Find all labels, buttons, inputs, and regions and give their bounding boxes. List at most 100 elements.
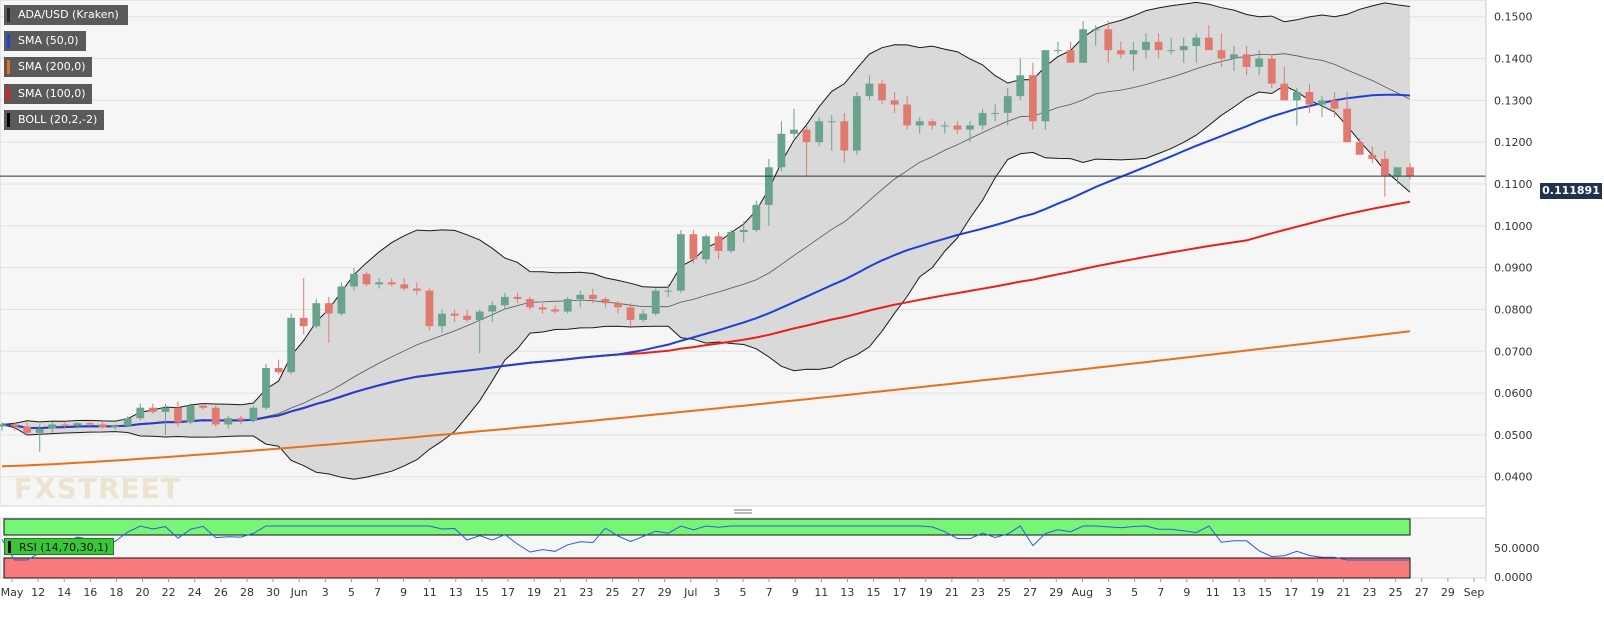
candle-body <box>1091 29 1100 31</box>
rsi-tick-label: 0.0000 <box>1494 571 1533 584</box>
candle-body <box>400 284 409 289</box>
candle-body <box>526 299 534 308</box>
rsi-oversold-zone <box>3 557 1411 579</box>
candle-body <box>1079 29 1088 63</box>
candle-body <box>551 309 560 312</box>
candle-body <box>387 282 396 285</box>
candle-body <box>1041 50 1050 122</box>
legend-sma50[interactable]: SMA (50,0) <box>4 31 86 51</box>
y-tick-label: 0.1400 <box>1494 53 1533 66</box>
x-tick-label: 19 <box>1310 586 1324 599</box>
x-tick-label: 15 <box>1258 586 1272 599</box>
x-tick-label: 5 <box>1131 586 1138 599</box>
candle-body <box>23 426 32 433</box>
legend-sma100-label: SMA (100,0) <box>18 87 86 100</box>
candle-body <box>865 83 874 97</box>
candle-body <box>35 428 44 433</box>
x-tick-label: 21 <box>945 586 959 599</box>
candle-body <box>1066 50 1075 63</box>
x-tick-label: 3 <box>713 586 720 599</box>
x-tick-label: 21 <box>1336 586 1350 599</box>
candle-body <box>966 125 974 130</box>
candle-body <box>840 121 849 151</box>
legend-boll[interactable]: BOLL (20,2,-2) <box>4 110 104 130</box>
legend-boll-label: BOLL (20,2,-2) <box>18 113 98 126</box>
y-tick-label: 0.1100 <box>1494 178 1533 191</box>
candle-body <box>111 425 120 428</box>
x-tick-label: 3 <box>322 586 329 599</box>
x-tick-label: 29 <box>658 586 672 599</box>
candle-body <box>1242 54 1251 67</box>
candle-body <box>1292 92 1301 101</box>
x-tick-label: 9 <box>1183 586 1190 599</box>
candle-body <box>1167 50 1176 52</box>
x-tick-label: 28 <box>240 586 254 599</box>
x-tick-label: 16 <box>83 586 97 599</box>
candle-body <box>651 290 660 314</box>
y-tick-label: 0.0700 <box>1494 345 1533 358</box>
x-tick-label: 5 <box>740 586 747 599</box>
y-tick-label: 0.0600 <box>1494 387 1533 400</box>
candle-body <box>890 100 899 105</box>
candle-body <box>991 112 1000 114</box>
x-tick-label: 24 <box>188 586 202 599</box>
rsi-tick-label: 50.0000 <box>1494 542 1540 555</box>
candle-body <box>739 230 748 233</box>
rsi-line <box>1 525 1410 561</box>
x-tick-label: 19 <box>919 586 933 599</box>
candle-body <box>588 294 597 299</box>
candle-body <box>274 368 283 373</box>
candle-body <box>538 307 547 310</box>
x-tick-label: 14 <box>57 586 71 599</box>
candle-body <box>375 282 384 285</box>
candle-body <box>148 407 157 412</box>
candle-body <box>689 234 698 260</box>
legend-title-label: ADA/USD (Kraken) <box>18 8 119 21</box>
candle-body <box>337 286 346 314</box>
candle-body <box>186 405 195 423</box>
x-tick-label: 13 <box>449 586 463 599</box>
rsi-legend[interactable]: RSI (14,70,30,1) <box>4 538 114 555</box>
candle-body <box>852 96 861 151</box>
sma200-line <box>1 330 1411 468</box>
candle-body <box>1116 50 1125 55</box>
legend-swatch-icon <box>7 113 10 127</box>
legend-swatch-icon <box>7 87 10 101</box>
candle-body <box>1154 41 1163 51</box>
x-tick-label: 27 <box>1415 586 1429 599</box>
x-tick-label: 25 <box>1389 586 1403 599</box>
legend-title[interactable]: ADA/USD (Kraken) <box>4 5 128 25</box>
x-tick-label: 26 <box>214 586 228 599</box>
candle-body <box>136 407 145 419</box>
legend-sma200[interactable]: SMA (200,0) <box>4 57 92 77</box>
candle-body <box>1355 142 1364 155</box>
x-tick-label: 13 <box>840 586 854 599</box>
candle-body <box>1305 92 1314 105</box>
legend-swatch-icon <box>7 8 10 22</box>
candle-body <box>463 315 472 320</box>
candle-body <box>727 232 736 251</box>
candle-body <box>199 405 208 408</box>
sma50-line <box>1 93 1411 430</box>
candle-body <box>123 418 132 426</box>
candle-body <box>576 294 585 299</box>
candle-body <box>940 125 949 127</box>
x-tick-label: 3 <box>1105 586 1112 599</box>
candle-body <box>1192 37 1201 46</box>
x-tick-label: 13 <box>1232 586 1246 599</box>
candle-body <box>1280 83 1289 101</box>
candle-body <box>1406 167 1414 177</box>
candle-body <box>475 311 484 320</box>
candle-body <box>1003 96 1012 113</box>
x-tick-label: Jun <box>290 586 308 599</box>
x-tick-label: 27 <box>632 586 646 599</box>
candle-body <box>878 83 886 101</box>
y-tick-label: 0.0900 <box>1494 262 1533 275</box>
y-tick-label: 0.1500 <box>1494 11 1533 24</box>
candle-body <box>614 303 622 308</box>
legend-swatch-icon <box>7 60 10 74</box>
candle-body <box>1204 37 1213 51</box>
last-price-tag: 0.111891 <box>1540 183 1602 199</box>
legend-sma100[interactable]: SMA (100,0) <box>4 84 92 104</box>
